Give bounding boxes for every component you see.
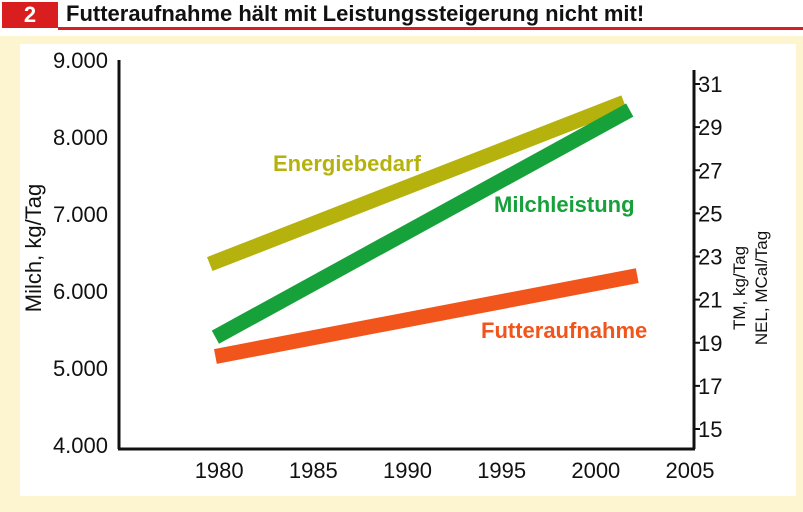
y-right-axis-label-1: TM, kg/Tag bbox=[730, 246, 749, 330]
y-left-tick-label: 6.000 bbox=[53, 279, 108, 304]
y-right-tick-label: 23 bbox=[698, 245, 722, 270]
y-right-tick-label: 31 bbox=[698, 72, 722, 97]
header-rule bbox=[58, 27, 803, 30]
x-tick-label: 2000 bbox=[571, 458, 620, 483]
figure-number-badge: 2 bbox=[2, 2, 58, 28]
y-right-tick-label: 17 bbox=[698, 374, 722, 399]
x-tick-label: 1990 bbox=[383, 458, 432, 483]
header: 2 Futteraufnahme hält mit Leistungssteig… bbox=[0, 0, 803, 30]
series-label-energiebedarf: Energiebedarf bbox=[273, 151, 422, 176]
series-line-energiebedarf bbox=[207, 95, 627, 272]
series-label-futteraufnahme: Futteraufnahme bbox=[481, 318, 647, 343]
y-left-tick-label: 9.000 bbox=[53, 48, 108, 73]
y-left-tick-label: 5.000 bbox=[53, 356, 108, 381]
y-right-tick-label: 27 bbox=[698, 158, 722, 183]
chart-title: Futteraufnahme hält mit Leistungssteiger… bbox=[66, 1, 645, 26]
y-right-tick-label: 21 bbox=[698, 288, 722, 313]
series-line-milchleistung bbox=[211, 103, 634, 344]
axes bbox=[117, 60, 700, 451]
y-left-tick-label: 8.000 bbox=[53, 125, 108, 150]
y-right-tick-label: 29 bbox=[698, 115, 722, 140]
x-tick-label: 1985 bbox=[289, 458, 338, 483]
x-tick-label: 2005 bbox=[666, 458, 715, 483]
series-group bbox=[207, 95, 639, 364]
y-left-axis-label: Milch, kg/Tag bbox=[21, 184, 46, 312]
labels-group: 4.000 5.000 6.000 7.000 8.000 9.000 15 17 19 21 23… bbox=[21, 48, 771, 483]
y-right-tick-label: 25 bbox=[698, 201, 722, 226]
series-label-milchleistung: Milchleistung bbox=[494, 192, 635, 217]
x-tick-label: 1995 bbox=[477, 458, 526, 483]
series-line-futteraufnahme bbox=[213, 268, 639, 364]
plot-area bbox=[20, 44, 796, 496]
y-left-tick-label: 4.000 bbox=[53, 433, 108, 458]
y-right-tick-label: 19 bbox=[698, 331, 722, 356]
y-right-axis-label-2: NEL, MCal/Tag bbox=[752, 231, 771, 345]
y-right-tick-label: 15 bbox=[698, 417, 722, 442]
y-left-tick-label: 7.000 bbox=[53, 202, 108, 227]
x-tick-label: 1980 bbox=[195, 458, 244, 483]
